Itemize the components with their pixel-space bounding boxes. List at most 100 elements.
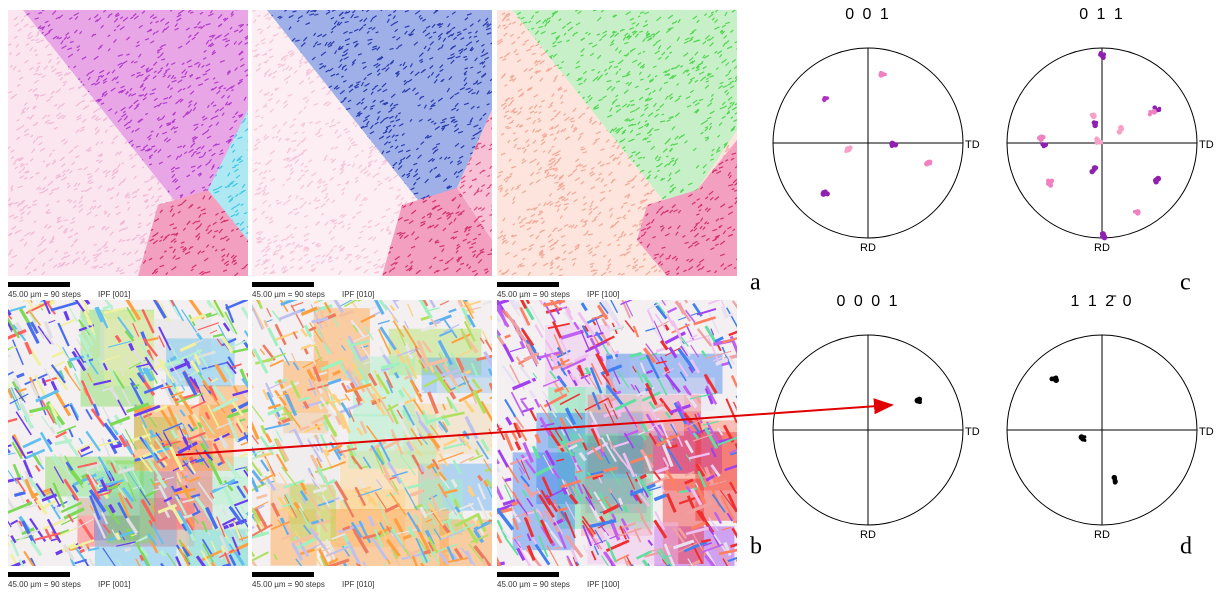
lath [88,558,96,566]
lath [85,430,101,452]
lath [92,512,107,539]
pf-spot [1091,165,1098,172]
lath [133,405,152,414]
lath [556,458,565,462]
pf-spot [1155,175,1162,182]
lath [201,520,208,533]
lath [370,444,385,466]
lath [434,371,451,393]
lath [111,443,122,450]
lath [685,485,692,493]
lath [373,528,384,548]
lath [581,520,594,538]
lath [441,411,465,419]
lath [520,475,530,488]
lath [566,555,574,566]
lath [704,554,716,566]
lath [338,362,351,379]
lath [102,362,108,371]
lath [741,504,750,507]
lath [614,398,637,411]
lath [677,348,696,372]
lath [143,489,158,499]
lath [92,402,100,417]
lath [125,300,141,321]
lath [661,444,674,468]
lath [9,346,19,350]
lath [328,542,336,553]
lath [728,448,737,454]
lath [488,518,492,526]
lath [364,326,374,341]
lath [112,370,125,389]
lath [706,309,720,335]
lath [490,343,492,347]
lath [265,476,276,492]
lath [305,489,322,512]
lath [602,343,610,356]
lath [8,354,12,358]
lath [725,398,737,424]
lath [103,422,123,447]
lath [101,437,111,457]
lath [654,313,667,329]
lath [97,456,113,479]
lath [685,453,692,462]
lath [696,328,712,347]
lath [721,526,732,531]
lath [118,492,130,518]
lath [362,561,367,566]
lath [620,300,633,306]
lath [533,508,543,527]
lath [169,361,191,372]
lath [407,483,424,490]
lath [138,535,148,542]
lath [61,433,80,457]
lath [55,430,67,439]
lath [677,302,686,315]
lath [370,535,388,561]
lath [132,349,150,371]
lath [162,422,183,432]
lath [473,545,492,566]
lath [201,379,211,391]
lath [489,396,492,400]
lath [703,490,713,506]
lath [82,387,89,396]
lath [468,502,477,515]
lath [689,359,701,374]
lath [259,473,276,483]
lath [124,428,138,451]
lath [18,528,41,541]
lath [194,496,208,513]
lath [423,373,448,388]
lath [24,503,39,509]
lath [104,504,121,525]
lath [390,530,405,550]
scale-text: 45.00 µm = 90 steps [8,580,81,589]
lath [565,306,572,314]
lath [430,531,454,545]
lath [386,379,394,394]
lath [457,300,464,308]
lath [252,507,262,523]
lath [503,310,521,331]
lath [399,453,417,476]
lath [534,543,551,566]
lath [378,441,391,463]
lath [344,300,358,308]
lath [497,531,503,544]
lath [12,463,21,479]
lath [594,317,603,335]
lath [397,389,405,398]
pole-figure [772,47,964,239]
lath [348,408,355,423]
lath [350,455,363,470]
lath [309,407,320,412]
lath [610,492,623,511]
lath [368,440,387,452]
lath [574,475,584,495]
lath [686,501,712,515]
lath [430,494,443,521]
lath [451,352,462,372]
